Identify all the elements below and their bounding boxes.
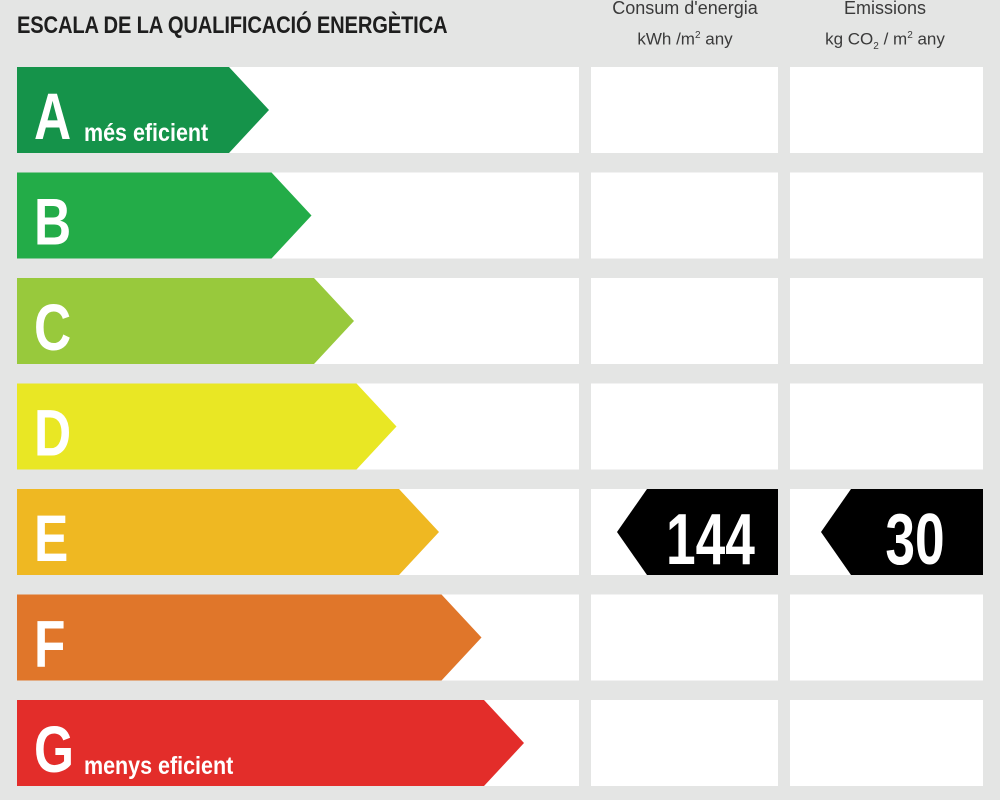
- class-sublabel-g: menys eficient: [84, 751, 233, 779]
- consum-cell: [591, 278, 778, 364]
- class-arrow-c: [17, 278, 354, 364]
- emissions-cell: [790, 700, 983, 786]
- emissions-column-header: Emissions kg CO2 / m2 any: [790, 0, 980, 61]
- emissions-value: 30: [885, 500, 944, 580]
- class-letter-f: F: [34, 606, 65, 681]
- consum-cell: [591, 700, 778, 786]
- class-letter-d: D: [34, 395, 71, 470]
- class-letter-e: E: [34, 501, 68, 576]
- consum-cell: [591, 383, 778, 470]
- consum-column-header: Consum d'energia kWh /m2 any: [590, 0, 780, 54]
- class-arrow-d: [17, 383, 397, 470]
- consum-value: 144: [666, 500, 755, 580]
- emissions-cell: [790, 278, 983, 364]
- page-title: ESCALA DE LA QUALIFICACIÓ ENERGÈTICA: [17, 12, 448, 39]
- class-arrow-e: [17, 489, 439, 575]
- emissions-cell: [790, 67, 983, 153]
- class-letter-c: C: [34, 290, 71, 365]
- class-letter-g: G: [34, 712, 74, 787]
- rating-row-c: C: [17, 278, 983, 364]
- consum-cell: [591, 594, 778, 681]
- consum-cell: [591, 67, 778, 153]
- class-letter-a: A: [34, 79, 71, 154]
- class-arrow-g: [17, 700, 524, 786]
- emissions-cell: [790, 172, 983, 259]
- consum-cell: [591, 172, 778, 259]
- class-sublabel-a: més eficient: [84, 118, 208, 146]
- emissions-header-label: Emissions: [843, 0, 927, 18]
- emissions-header-unit: kg CO2 / m2 any: [825, 29, 945, 53]
- consum-header-unit: kWh /m2 any: [637, 29, 733, 49]
- emissions-cell: [790, 594, 983, 681]
- rating-row-d: D: [17, 383, 983, 470]
- emissions-cell: [790, 383, 983, 470]
- class-letter-b: B: [34, 184, 71, 259]
- class-arrow-a: [17, 67, 269, 153]
- class-arrow-b: [17, 172, 312, 259]
- consum-marker: [617, 489, 778, 575]
- consum-header-label: Consum d'energia: [612, 0, 758, 18]
- rating-row-b: B: [17, 172, 983, 259]
- rating-row-f: F: [17, 594, 983, 681]
- emissions-marker: [821, 489, 983, 575]
- class-arrow-f: [17, 594, 482, 681]
